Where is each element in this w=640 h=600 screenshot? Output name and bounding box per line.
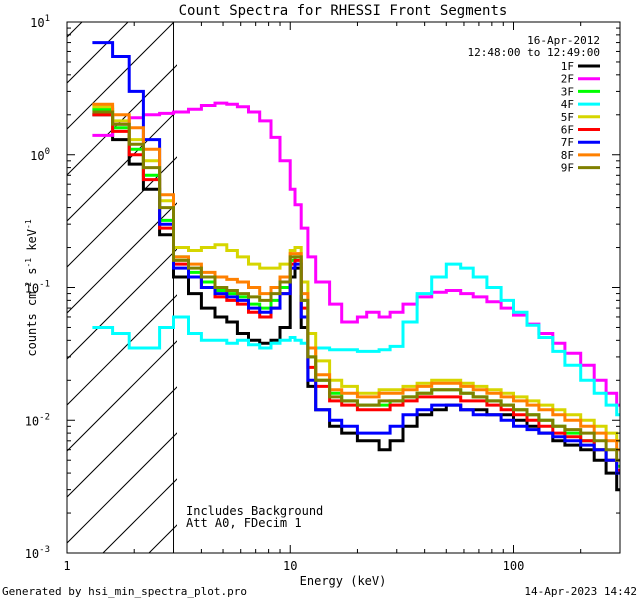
series-9F	[92, 110, 620, 462]
footer-generated-by: Generated by hsi_min_spectra_plot.pro	[2, 585, 247, 598]
legend-label-2F: 2F	[561, 73, 574, 86]
hatch-line	[563, 22, 640, 553]
hatch-line	[67, 202, 177, 314]
hatch-line	[287, 22, 640, 553]
hatch-line	[517, 22, 640, 553]
hatch-line	[67, 432, 177, 544]
plot-frame	[66, 21, 621, 554]
y-tick-label: 10-2	[25, 412, 50, 428]
legend-label-7F: 7F	[561, 136, 574, 149]
y-tick-label: 10-3	[25, 545, 50, 561]
series-7F	[92, 41, 620, 475]
hatch-line	[67, 64, 177, 176]
y-tick-label: 100	[30, 147, 50, 163]
series-6F	[92, 113, 620, 472]
x-axis-label: Energy (keV)	[300, 574, 387, 588]
date-label: 16-Apr-2012	[527, 34, 600, 47]
legend-label-4F: 4F	[561, 98, 574, 111]
chart-title: Count Spectra for RHESSI Front Segments	[179, 3, 508, 19]
legend-label-8F: 8F	[561, 149, 574, 162]
series-8F	[92, 102, 620, 452]
time-range-label: 12:48:00 to 12:49:00	[468, 46, 600, 59]
legend-label-6F: 6F	[561, 124, 574, 137]
legend-label-1F: 1F	[561, 60, 574, 73]
hatched-region	[67, 22, 640, 553]
series-4F	[92, 262, 620, 417]
y-tick-label: 101	[30, 14, 50, 30]
legend-label-5F: 5F	[561, 111, 574, 124]
x-tick-label: 1	[63, 559, 70, 573]
footer-timestamp: 14-Apr-2023 14:42	[524, 585, 637, 598]
series-5F	[92, 105, 620, 443]
hatch-line	[67, 386, 177, 498]
x-axis: 1 10 100	[63, 22, 621, 573]
hatch-line	[67, 22, 129, 84]
x-tick-label: 10	[283, 559, 297, 573]
series-layer	[92, 41, 620, 492]
annotation-attenuator: Att A0, FDecim 1	[186, 516, 302, 530]
annotation-background: Includes Background	[186, 504, 323, 518]
hatch-line	[379, 22, 640, 553]
hatch-line	[67, 248, 177, 360]
hatch-line	[67, 22, 175, 130]
y-axis-label: counts cm-2 s-1 keV-1	[24, 219, 39, 356]
x-tick-label: 100	[503, 559, 525, 573]
legend-label-3F: 3F	[561, 85, 574, 98]
legend-label-9F: 9F	[561, 162, 574, 175]
hatch-line	[102, 478, 177, 553]
